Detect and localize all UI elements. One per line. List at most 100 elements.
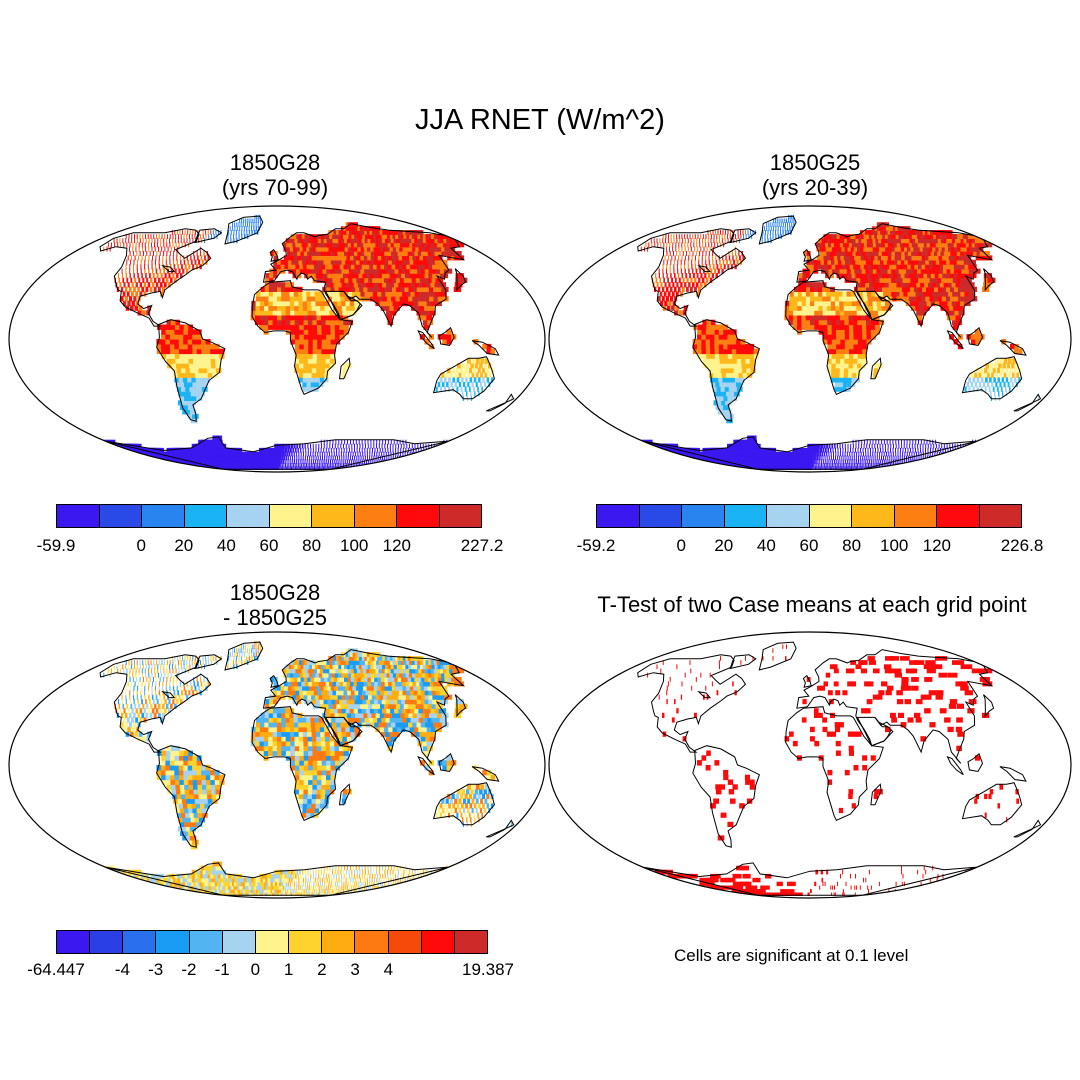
grid-cell — [1003, 372, 1007, 378]
grid-cell — [283, 463, 285, 468]
grid-cell — [186, 409, 193, 415]
grid-cell — [415, 277, 423, 283]
grid-cell — [345, 300, 351, 307]
grid-cell — [263, 324, 269, 330]
grid-cell — [404, 286, 412, 292]
grid-cell — [157, 286, 161, 292]
grid-cell — [931, 291, 939, 297]
grid-cell — [813, 282, 819, 288]
grid-cell — [201, 339, 207, 345]
grid-cell — [371, 455, 373, 461]
grid-cell — [301, 242, 307, 248]
grid-cell — [873, 305, 879, 311]
grid-cell — [210, 343, 216, 350]
grid-cell — [270, 455, 274, 461]
grid-cell — [838, 463, 840, 468]
grid-cell — [718, 377, 725, 383]
grid-cell — [887, 455, 889, 461]
grid-cell — [735, 377, 741, 383]
grid-cell — [286, 451, 289, 457]
grid-cell — [158, 255, 160, 261]
grid-cell — [867, 255, 874, 261]
grid-cell — [159, 268, 162, 274]
grid-cell — [960, 300, 967, 307]
grid-cell — [861, 310, 867, 316]
grid-cell — [334, 443, 336, 449]
grid-cell — [803, 251, 808, 256]
grid-cell — [202, 234, 204, 239]
grid-cell — [346, 310, 353, 316]
grid-cell — [192, 353, 198, 359]
grid-cell — [666, 242, 668, 248]
grid-cell — [857, 334, 863, 340]
colorbar-tick-label: 40 — [216, 536, 236, 555]
grid-cell — [797, 319, 802, 326]
grid-cell — [761, 234, 763, 239]
grid-cell — [722, 230, 724, 235]
grid-cell — [335, 463, 336, 468]
grid-cell — [923, 439, 925, 445]
grid-cell — [137, 273, 139, 279]
grid-cell — [927, 451, 929, 457]
grid-cell — [720, 367, 727, 374]
grid-cell — [187, 259, 189, 265]
grid-cell — [307, 451, 309, 457]
grid-cell — [915, 273, 923, 279]
grid-cell — [148, 246, 150, 252]
grid-cell — [299, 358, 304, 364]
grid-cell — [383, 286, 391, 292]
grid-cell — [289, 296, 295, 302]
grid-cell — [982, 381, 986, 388]
grid-cell — [966, 381, 970, 388]
grid-cell — [309, 459, 311, 464]
grid-cell — [243, 230, 245, 235]
grid-cell — [265, 277, 270, 283]
grid-cell — [1000, 386, 1003, 392]
grid-cell — [422, 282, 430, 288]
grid-cell — [335, 459, 337, 464]
grid-cell — [851, 455, 853, 461]
grid-cell — [439, 386, 442, 392]
grid-cell — [900, 259, 908, 265]
grid-cell — [184, 242, 186, 248]
grid-cell — [157, 238, 159, 244]
grid-cell — [322, 463, 324, 468]
grid-cell — [817, 463, 819, 468]
grid-cell — [326, 451, 328, 457]
grid-cell — [866, 455, 868, 461]
grid-cell — [839, 451, 841, 457]
grid-cell — [320, 447, 322, 453]
grid-cell — [745, 358, 751, 364]
grid-cell — [285, 238, 290, 244]
grid-cell — [273, 273, 278, 279]
grid-cell — [312, 259, 319, 265]
grid-cell — [122, 291, 126, 297]
grid-cell — [256, 291, 261, 297]
grid-cell — [211, 363, 217, 369]
grid-cell — [906, 451, 908, 457]
grid-cell — [306, 386, 311, 392]
grid-cell — [859, 273, 865, 279]
grid-cell — [827, 367, 832, 374]
grid-cell — [337, 455, 338, 461]
grid-cell — [799, 455, 804, 461]
grid-cell — [810, 310, 815, 316]
grid-cell — [164, 234, 166, 239]
grid-cell — [916, 455, 918, 461]
grid-cell — [306, 466, 308, 470]
grid-cell — [730, 230, 731, 235]
grid-cell — [369, 447, 371, 453]
grid-cell — [301, 463, 303, 468]
grid-cell — [145, 273, 147, 279]
grid-cell — [187, 343, 193, 350]
coastline-antarctica — [105, 436, 449, 470]
grid-cell — [397, 451, 399, 457]
grid-cell — [326, 339, 332, 345]
grid-cell — [317, 348, 322, 355]
grid-cell — [320, 305, 326, 311]
colorbar-swatch — [439, 505, 481, 527]
grid-cell — [843, 459, 845, 464]
grid-cell — [862, 339, 868, 345]
grid-cell — [831, 264, 837, 270]
grid-cell — [356, 291, 363, 297]
